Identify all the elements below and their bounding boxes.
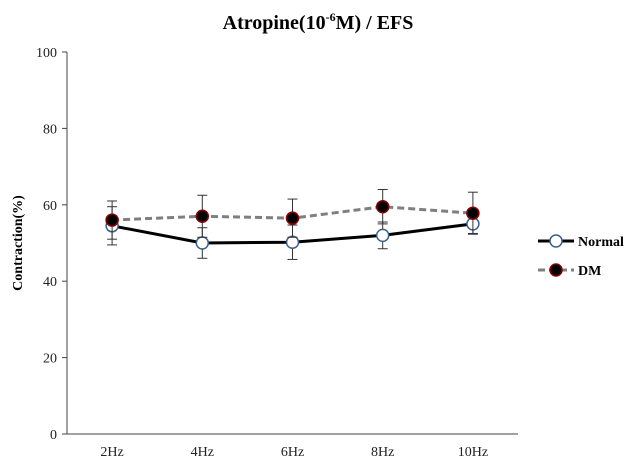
data-point	[375, 199, 390, 214]
x-tick-label: 2Hz	[100, 445, 123, 458]
y-tick-label: 40	[43, 275, 57, 290]
data-point	[375, 228, 390, 243]
legend-swatch-marker	[549, 234, 563, 248]
series-layer	[105, 189, 480, 260]
y-tick-label: 20	[43, 352, 57, 367]
legend-item-normal: Normal	[538, 234, 624, 250]
data-point	[105, 213, 119, 227]
chart-title-main: Atropine(10	[223, 12, 326, 34]
legend-swatch-marker	[549, 263, 563, 277]
data-point	[466, 206, 480, 220]
data-point	[285, 235, 300, 249]
data-point	[195, 209, 210, 224]
legend: Normal DM	[538, 234, 624, 279]
x-tick-label: 4Hz	[191, 445, 214, 458]
chart-title: Atropine(10-6M) / EFS	[223, 10, 414, 34]
series-dm	[105, 189, 480, 240]
data-point	[195, 236, 210, 250]
axes: 0 20 40 60 80 100 2Hz 4Hz 6Hz 8Hz 10Hz	[36, 46, 518, 458]
y-tick-label: 0	[50, 428, 57, 443]
x-tick-label: 10Hz	[458, 445, 488, 458]
legend-label: Normal	[578, 235, 624, 250]
y-tick-label: 80	[43, 122, 57, 137]
chart-title-superscript: -6	[326, 10, 336, 24]
x-tick-label: 6Hz	[281, 445, 304, 458]
x-tick-label: 8Hz	[371, 445, 394, 458]
chart-title-rest: M) / EFS	[336, 12, 414, 34]
y-axis-label: Contraction(%)	[11, 195, 26, 291]
legend-label: DM	[578, 264, 601, 279]
data-point	[285, 211, 300, 225]
y-tick-label: 100	[36, 46, 57, 61]
legend-item-dm: DM	[538, 263, 601, 279]
y-tick-label: 60	[43, 199, 57, 214]
